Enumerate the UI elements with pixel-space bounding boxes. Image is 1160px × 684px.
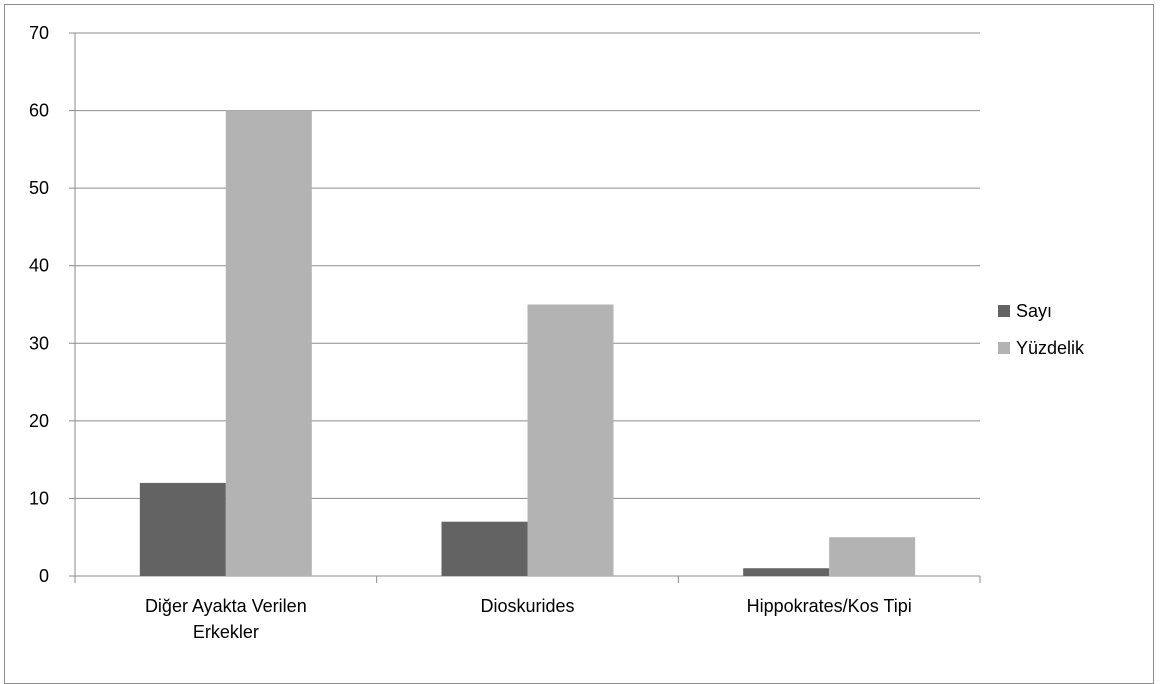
legend-label: Sayı (1016, 301, 1052, 321)
legend-swatch (998, 305, 1010, 317)
y-tick-label: 0 (39, 566, 49, 586)
y-tick-label: 10 (29, 488, 49, 508)
legend-swatch (998, 342, 1010, 354)
x-category-label: Diğer Ayakta Verilen (145, 596, 307, 616)
x-category-label: Erkekler (193, 622, 259, 642)
bar-sayi (441, 521, 528, 576)
y-tick-label: 60 (29, 101, 49, 121)
bar-sayi (743, 568, 830, 576)
x-category-label: Dioskurides (480, 596, 574, 616)
bar-yuzdelik (527, 304, 614, 576)
y-tick-label: 20 (29, 411, 49, 431)
y-tick-label: 50 (29, 178, 49, 198)
y-tick-label: 40 (29, 256, 49, 276)
x-category-label: Hippokrates/Kos Tipi (747, 596, 912, 616)
legend-label: Yüzdelik (1016, 338, 1085, 358)
bar-yuzdelik (225, 110, 312, 577)
bar-yuzdelik (829, 537, 916, 576)
y-tick-label: 30 (29, 333, 49, 353)
bar-sayi (139, 482, 226, 576)
y-tick-label: 70 (29, 23, 49, 43)
